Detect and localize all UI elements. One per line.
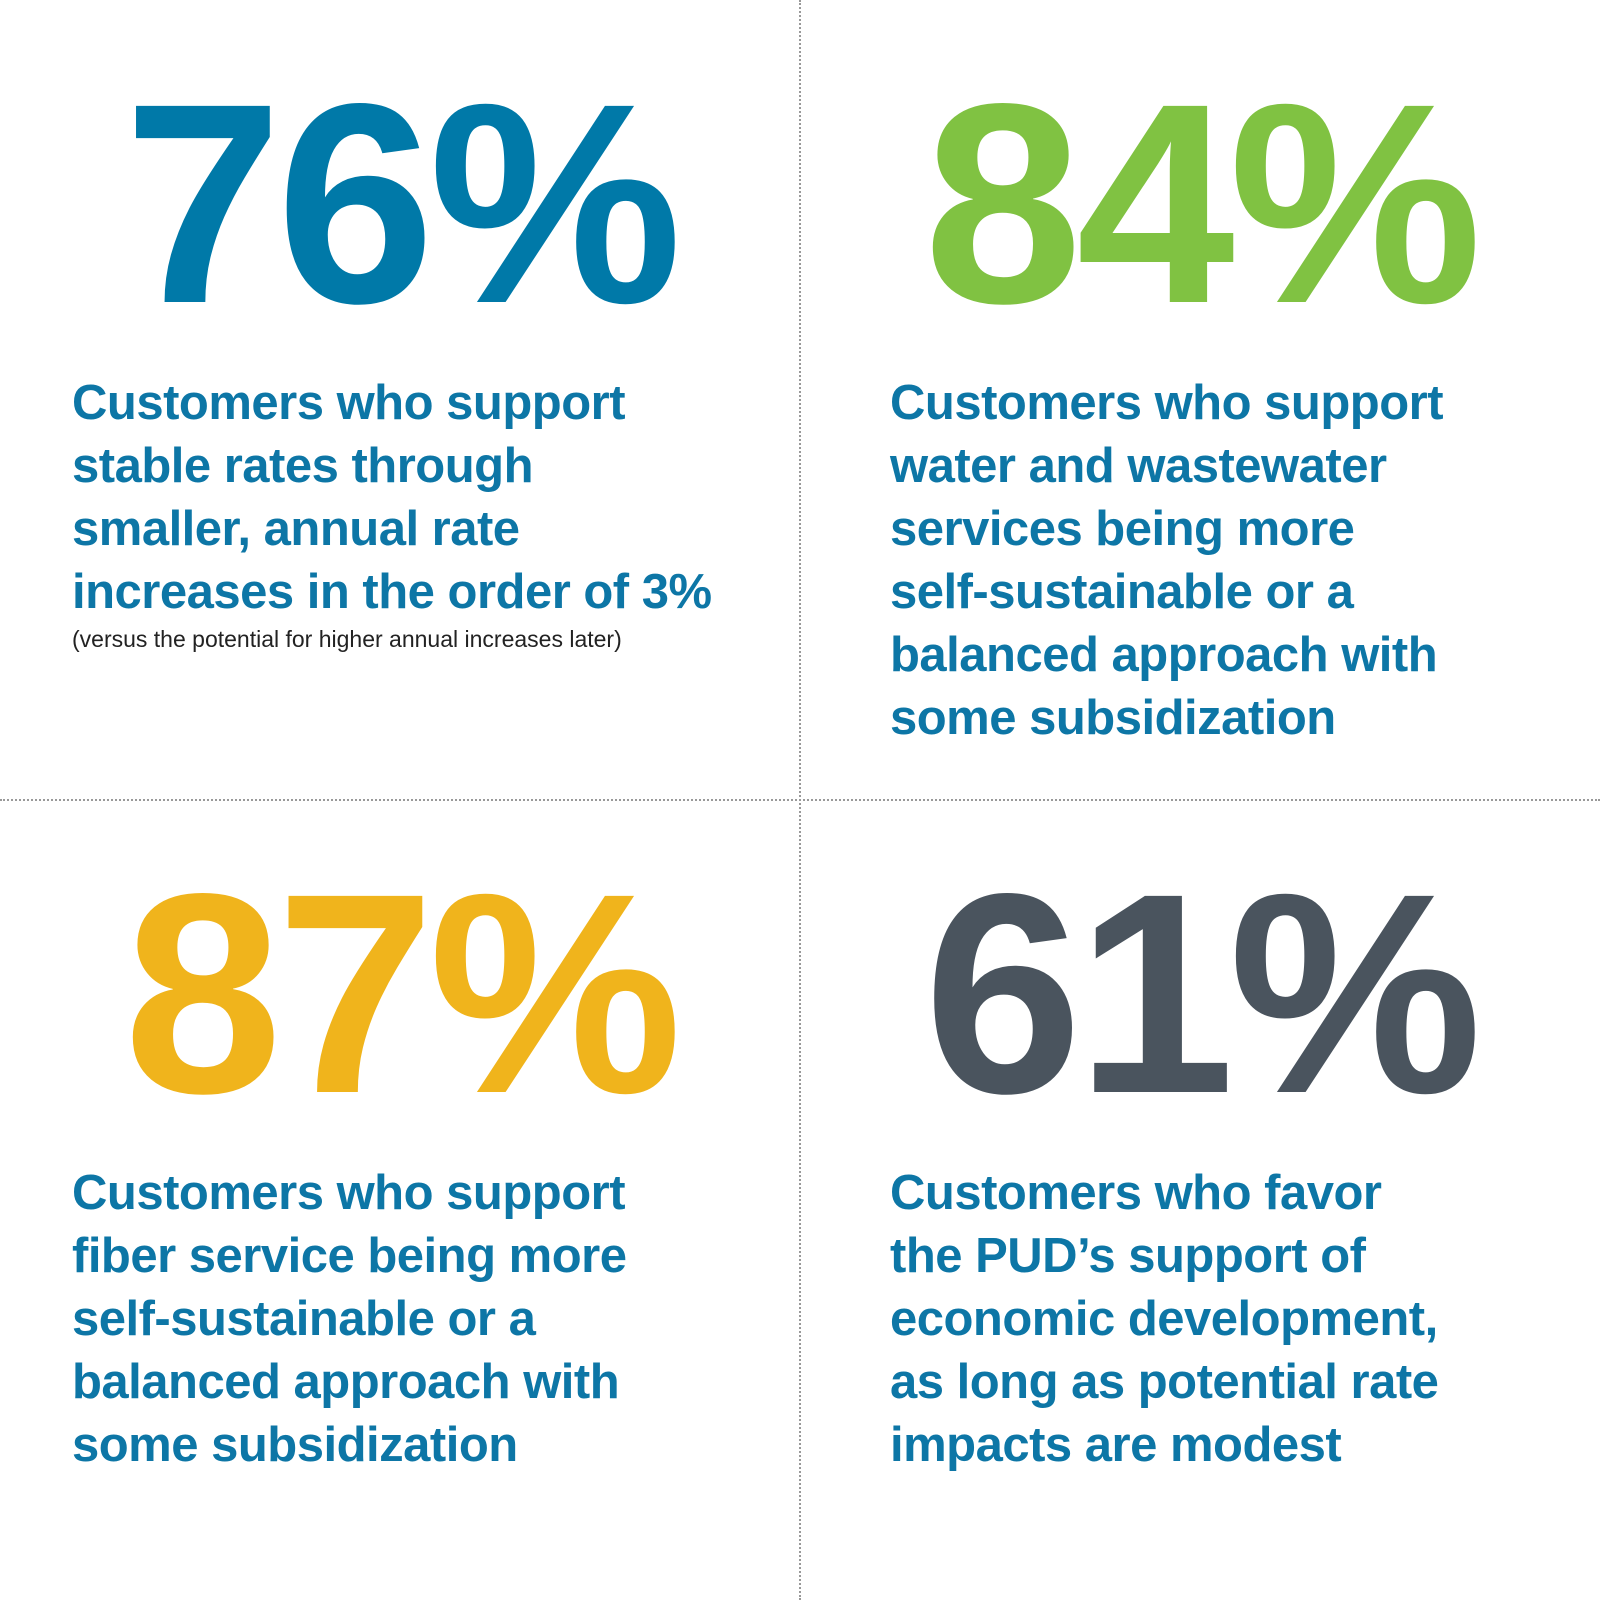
- description-line: Customers who favor: [890, 1166, 1382, 1220]
- description-line: smaller, annual rate: [72, 502, 520, 556]
- stat-value: 61%: [923, 835, 1482, 1153]
- stat-description: Customers who support stable rates throug…: [72, 372, 712, 654]
- stat-panel: 87% Customers who support fiber service be…: [0, 790, 800, 1590]
- stat-value: 84%: [923, 45, 1482, 363]
- description-line: water and wastewater: [890, 439, 1387, 493]
- description-line: self-sustainable or a: [890, 565, 1354, 619]
- description-line: as long as potential rate: [890, 1355, 1439, 1409]
- stat-panel: 61% Customers who favor the PUD’s support …: [800, 790, 1600, 1590]
- description-line: the PUD’s support of: [890, 1229, 1366, 1283]
- description-line: services being more: [890, 502, 1355, 556]
- stat-panel: 84% Customers who support water and wastew…: [800, 0, 1600, 800]
- description-line: some subsidization: [72, 1418, 518, 1472]
- description-line: Customers who support: [890, 376, 1444, 430]
- stat-description: Customers who favor the PUD’s support of e…: [890, 1162, 1439, 1477]
- description-line: balanced approach with: [72, 1355, 620, 1409]
- stat-description: Customers who support water and wastewate…: [890, 372, 1444, 750]
- stat-panel: 76% Customers who support stable rates thr…: [0, 0, 800, 800]
- description-line: Customers who support: [72, 376, 626, 430]
- stat-value: 76%: [123, 45, 682, 363]
- description-line: Customers who support: [72, 1166, 626, 1220]
- description-line: some subsidization: [890, 691, 1336, 745]
- stat-value: 87%: [123, 835, 682, 1153]
- divider: [0, 799, 1600, 801]
- description-line: impacts are modest: [890, 1418, 1342, 1472]
- description-line: self-sustainable or a: [72, 1292, 536, 1346]
- description-line: stable rates through: [72, 439, 534, 493]
- description-line: fiber service being more: [72, 1229, 627, 1283]
- description-line: balanced approach with: [890, 628, 1438, 682]
- description-line: economic development,: [890, 1292, 1438, 1346]
- stat-description: Customers who support fiber service being…: [72, 1162, 627, 1477]
- footnote: (versus the potential for higher annual …: [72, 626, 622, 652]
- description-line: increases in the order of 3%: [72, 565, 712, 619]
